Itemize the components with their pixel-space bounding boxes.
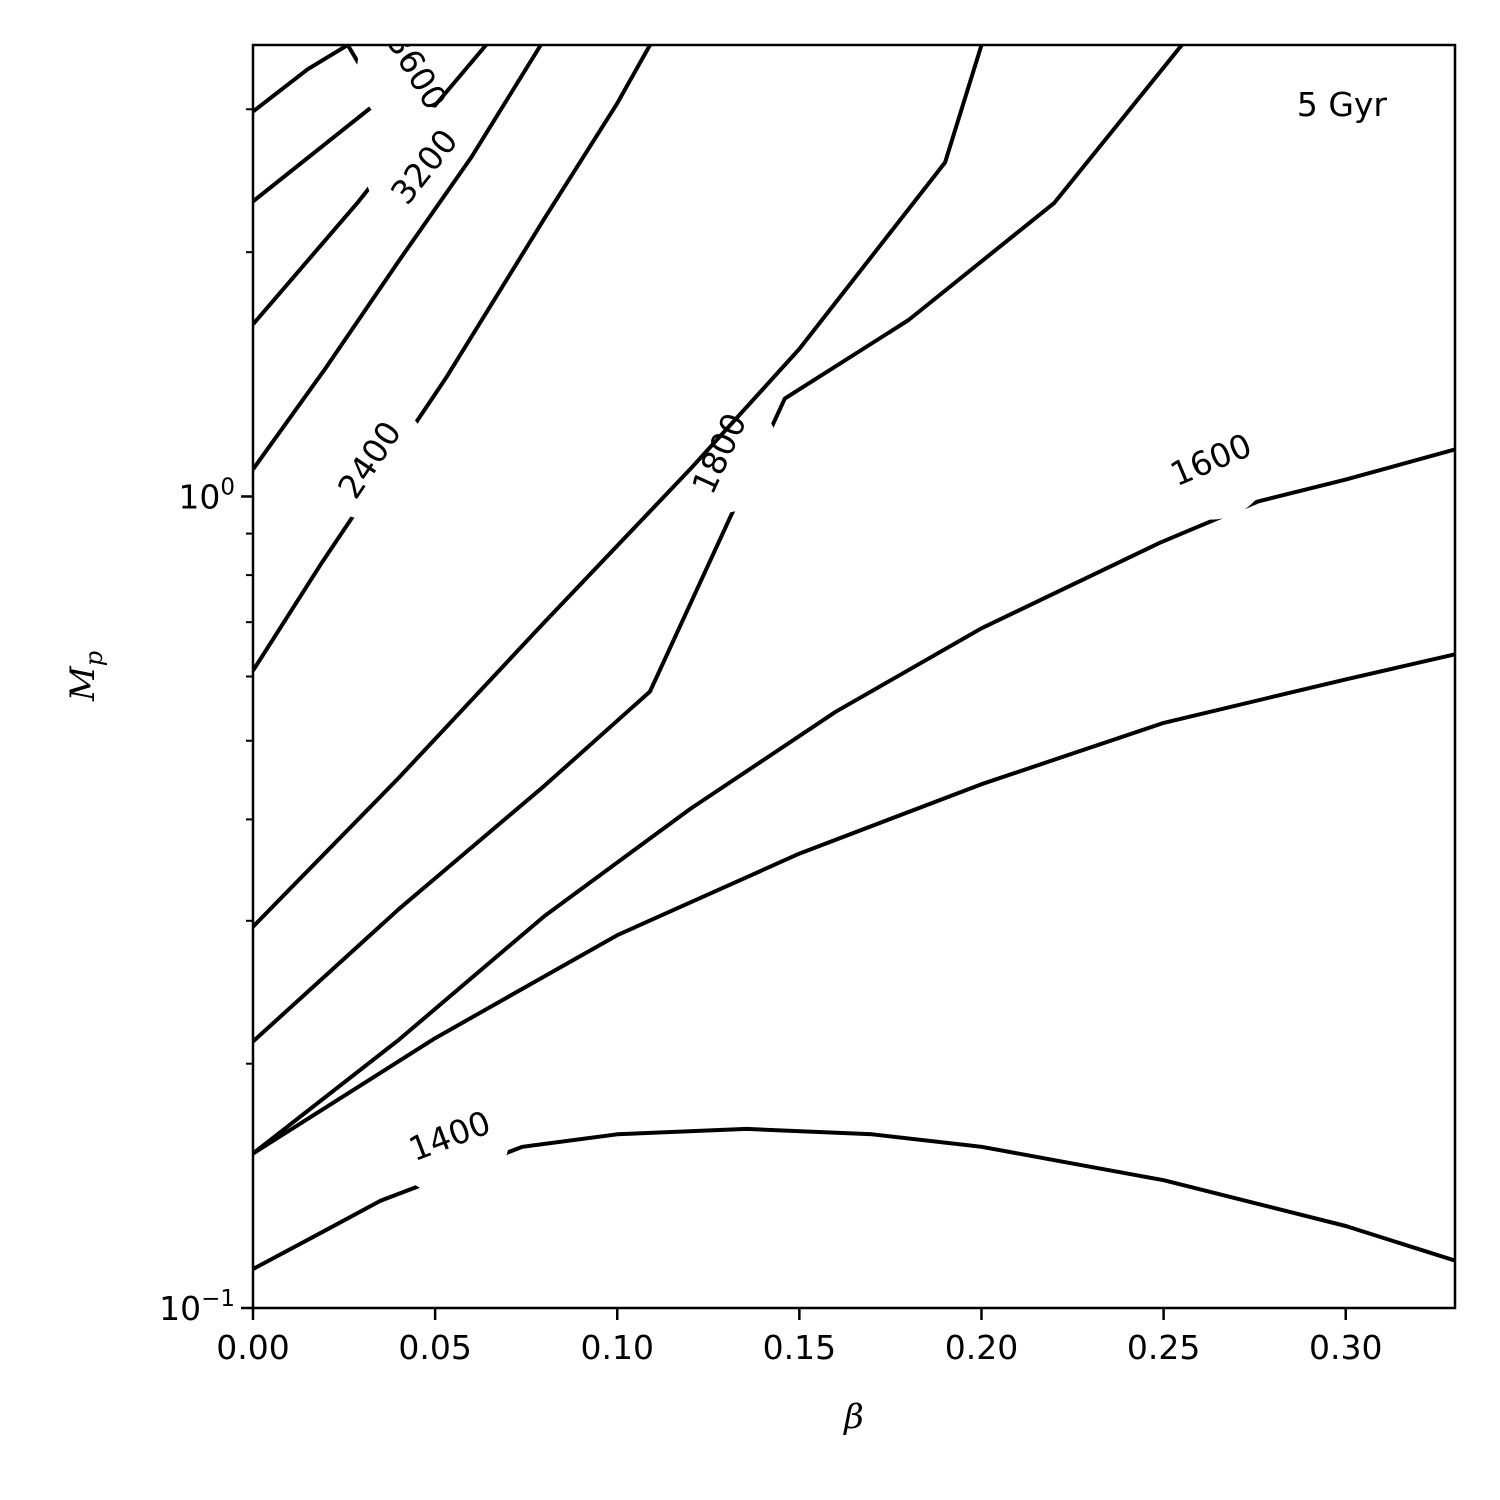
x-axis-label: β xyxy=(842,1397,864,1437)
y-axis-ticks: 10−1 100 xyxy=(159,108,253,1328)
contour-line-1600 xyxy=(253,447,1455,1156)
x-tick-label: 0.30 xyxy=(1309,1328,1382,1367)
contour-label-2400: 2400 xyxy=(330,414,409,505)
plot-frame xyxy=(251,43,1457,1310)
contour-line-1800 xyxy=(253,45,1184,1043)
x-tick-label: 0.15 xyxy=(763,1328,836,1367)
x-tick-label: 0.10 xyxy=(581,1328,654,1367)
contour-line-2000 xyxy=(253,45,984,929)
y-axis-label: Mp xyxy=(63,651,108,702)
contour-line-1500 xyxy=(253,652,1455,1156)
x-tick-label: 0.20 xyxy=(945,1328,1018,1367)
contour-label-1600: 1600 xyxy=(1165,425,1258,493)
contour-label-3600: 3600 xyxy=(379,24,456,116)
y-axis-label-subscript: p xyxy=(80,651,108,666)
x-tick-label: 0.00 xyxy=(216,1328,289,1367)
contour-line-3600 xyxy=(253,45,383,203)
contour-line-3200 xyxy=(253,45,488,326)
annotation-label: 5 Gyr xyxy=(1297,85,1388,124)
contour-line-2400 xyxy=(253,45,652,672)
x-tick-label: 0.05 xyxy=(398,1328,471,1367)
contour-label-1400: 1400 xyxy=(404,1103,496,1169)
y-axis-label-main: M xyxy=(63,665,103,702)
contour-label-3200: 3200 xyxy=(383,122,466,212)
contour-line-1400 xyxy=(253,1126,1455,1271)
y-tick-label: 100 xyxy=(178,474,235,516)
y-tick-label: 10−1 xyxy=(159,1286,235,1328)
x-axis-ticks: 0.00 0.05 0.10 0.15 0.20 0.25 0.30 xyxy=(216,1308,1382,1367)
contour-line-4000 xyxy=(253,45,349,114)
x-tick-label: 0.25 xyxy=(1127,1328,1200,1367)
contour-lines xyxy=(253,45,1455,1271)
contour-line-2800 xyxy=(253,45,543,471)
